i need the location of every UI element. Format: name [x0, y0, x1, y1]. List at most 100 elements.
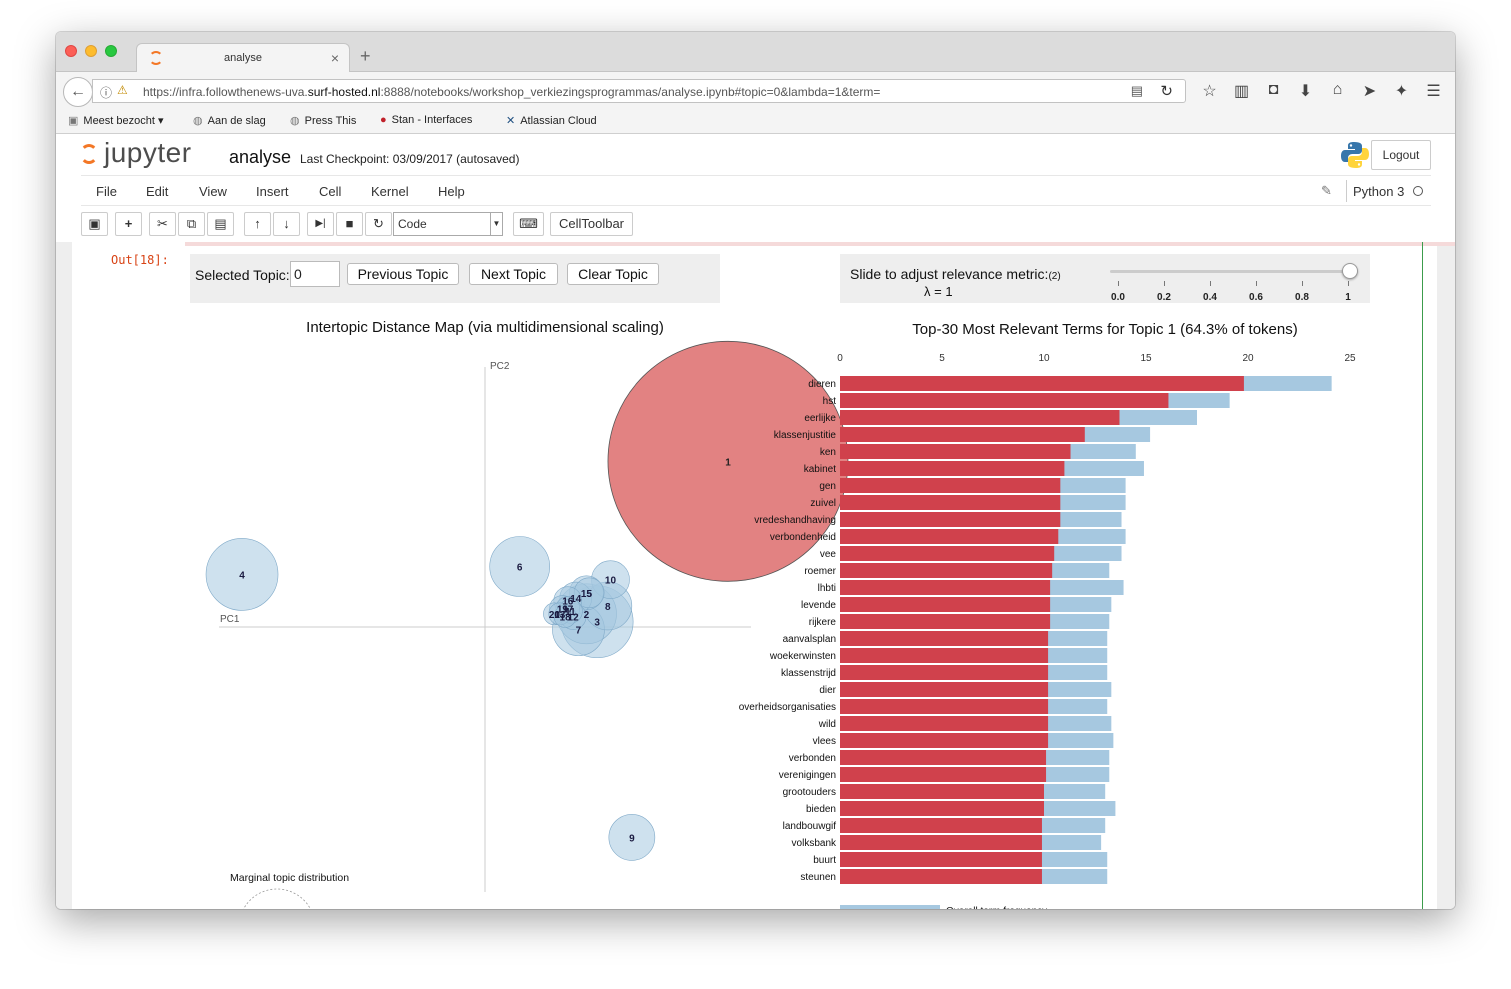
keyboard-shortcuts-icon[interactable]: ⌨ [513, 212, 544, 236]
clear-topic-button[interactable]: Clear Topic [567, 263, 659, 285]
copy-icon[interactable]: ⧉ [178, 212, 205, 236]
move-up-arrow-icon[interactable]: ↑ [244, 212, 271, 236]
move-down-arrow-icon[interactable]: ↓ [273, 212, 300, 236]
topic-frequency-bar [840, 580, 1051, 595]
slider-tick [1302, 281, 1303, 286]
term-label: levende [801, 600, 836, 611]
send-icon[interactable]: ➤ [1362, 83, 1377, 100]
edit-mode-pencil-icon: ✎ [1321, 183, 1332, 198]
hamburger-menu-icon[interactable]: ☰ [1426, 83, 1441, 100]
url-bar[interactable]: ⓘ ⚠ https://infra.followthenews-uva.surf… [92, 79, 1186, 103]
x-tick-label: 10 [1038, 353, 1050, 364]
reading-list-icon[interactable]: ▥ [1233, 83, 1250, 100]
bookmark-press-this[interactable]: ◍ Press This [290, 115, 357, 127]
logout-button[interactable]: Logout [1371, 140, 1431, 170]
topic-frequency-bar [840, 614, 1051, 629]
insecure-lock-icon[interactable]: ⚠ [117, 83, 128, 97]
run-step-icon[interactable]: ▶| [307, 212, 334, 236]
notebook-toolbar: ▣ + ✂ ⧉ ▤ ↑ ↓ ▶| ■ ↻ Code ▼ ⌨ CellToolbar [81, 208, 1431, 240]
checkpoint-status: Last Checkpoint: 03/09/2017 (autosaved) [300, 152, 520, 166]
paste-icon[interactable]: ▤ [207, 212, 234, 236]
restart-icon[interactable]: ↻ [365, 212, 392, 236]
globe-icon: ◍ [193, 115, 203, 127]
download-icon[interactable]: ⬇ [1298, 83, 1313, 100]
bookmark-stan-interfaces[interactable]: ● Stan - Interfaces [380, 114, 473, 126]
bookmark-meest-bezocht[interactable]: ▣ Meest bezocht ▾ [68, 115, 164, 127]
notebook-page: Out[18]: Selected Topic: 0 Previous Topi… [72, 242, 1455, 909]
bookmark-aan-de-slag[interactable]: ◍ Aan de slag [193, 115, 266, 127]
selected-topic-label: Selected Topic: [195, 267, 290, 283]
folder-icon: ▣ [68, 115, 79, 127]
info-icon[interactable]: ⓘ [100, 86, 113, 100]
zoom-window-button[interactable] [105, 45, 117, 57]
slider-tick [1164, 281, 1165, 286]
toolbar-icons: ☆ ▥ ◘ ⬇ ⌂ ➤ ✦ ☰ [1200, 81, 1443, 101]
topic-frequency-bar [840, 665, 1049, 680]
stop-square-icon[interactable]: ■ [336, 212, 363, 236]
relevance-slider-thumb[interactable] [1342, 263, 1358, 279]
topic-frequency-bar [840, 495, 1061, 510]
bookmark-atlassian-cloud[interactable]: ✕ Atlassian Cloud [506, 115, 597, 127]
celltoolbar-button[interactable]: CellToolbar [550, 212, 633, 236]
next-topic-button[interactable]: Next Topic [469, 263, 558, 285]
close-window-button[interactable] [65, 45, 77, 57]
slider-tick-label: 0.0 [1111, 292, 1125, 303]
topic-frequency-bar [840, 716, 1049, 731]
pocket-icon[interactable]: ◘ [1268, 81, 1279, 98]
slider-tick-label: 1 [1345, 292, 1351, 303]
relevance-slider-track[interactable] [1110, 270, 1350, 273]
topic-frequency-bar [840, 461, 1065, 476]
bookmarks-bar: ▣ Meest bezocht ▾ ◍ Aan de slag ◍ Press Thi… [56, 110, 1455, 134]
menu-cell[interactable]: Cell [319, 184, 342, 199]
menu-view[interactable]: View [199, 184, 227, 199]
cut-scissors-icon[interactable]: ✂ [149, 212, 176, 236]
browser-tab[interactable]: analyse × [136, 43, 350, 73]
topic-frequency-bar [840, 597, 1051, 612]
x-tick-label: 15 [1140, 353, 1152, 364]
jupyter-logo[interactable]: jupyter [80, 137, 192, 169]
term-label: ken [820, 447, 836, 458]
menu-kernel[interactable]: Kernel [371, 184, 409, 199]
menu-bar: File Edit View Insert Cell Kernel Help ✎… [81, 175, 1431, 206]
legend-swatch-overall [840, 905, 940, 909]
term-label: lhbti [818, 583, 836, 594]
selected-topic-input[interactable]: 0 [290, 261, 340, 287]
home-icon[interactable]: ⌂ [1332, 81, 1343, 98]
topic-label: 10 [605, 576, 617, 587]
term-label: woekerwinsten [769, 651, 836, 662]
term-label: wild [818, 719, 836, 730]
term-label: zuivel [810, 498, 836, 509]
topic-label: 7 [576, 626, 582, 637]
x-tick-label: 20 [1242, 353, 1254, 364]
topic-frequency-bar [840, 529, 1059, 544]
menu-help[interactable]: Help [438, 184, 465, 199]
save-icon[interactable]: ▣ [81, 212, 108, 236]
topic-bubble [205, 538, 279, 611]
reader-view-icon[interactable]: ▤ [1130, 83, 1143, 98]
menu-insert[interactable]: Insert [256, 184, 289, 199]
menu-edit[interactable]: Edit [146, 184, 169, 199]
tab-close-icon[interactable]: × [330, 50, 339, 66]
extension-icon[interactable]: ✦ [1394, 83, 1409, 100]
new-tab-icon[interactable]: + [360, 46, 371, 66]
topic-frequency-bar [840, 682, 1049, 697]
bookmark-star-icon[interactable]: ☆ [1202, 83, 1217, 100]
cell-border [1422, 242, 1423, 909]
kernel-separator [1346, 180, 1347, 202]
previous-topic-button[interactable]: Previous Topic [347, 263, 459, 285]
reload-icon[interactable]: ↻ [1160, 83, 1173, 100]
x-tick-label: 5 [939, 353, 945, 364]
topic-label: 8 [605, 602, 611, 613]
notebook-name[interactable]: analyse [229, 147, 292, 167]
insert-cell-plus-icon[interactable]: + [115, 212, 142, 236]
back-arrow-icon[interactable]: ← [63, 77, 93, 107]
pc2-axis-label: PC2 [490, 361, 510, 372]
term-label: volksbank [792, 838, 837, 849]
minimize-window-button[interactable] [85, 45, 97, 57]
term-label: verenigingen [779, 770, 836, 781]
slider-tick [1348, 281, 1349, 286]
bar-chart-title: Top-30 Most Relevant Terms for Topic 1 (… [912, 321, 1297, 338]
slider-tick-label: 0.8 [1295, 292, 1309, 303]
menu-file[interactable]: File [96, 184, 117, 199]
cell-type-select[interactable]: Code ▼ [393, 212, 503, 236]
